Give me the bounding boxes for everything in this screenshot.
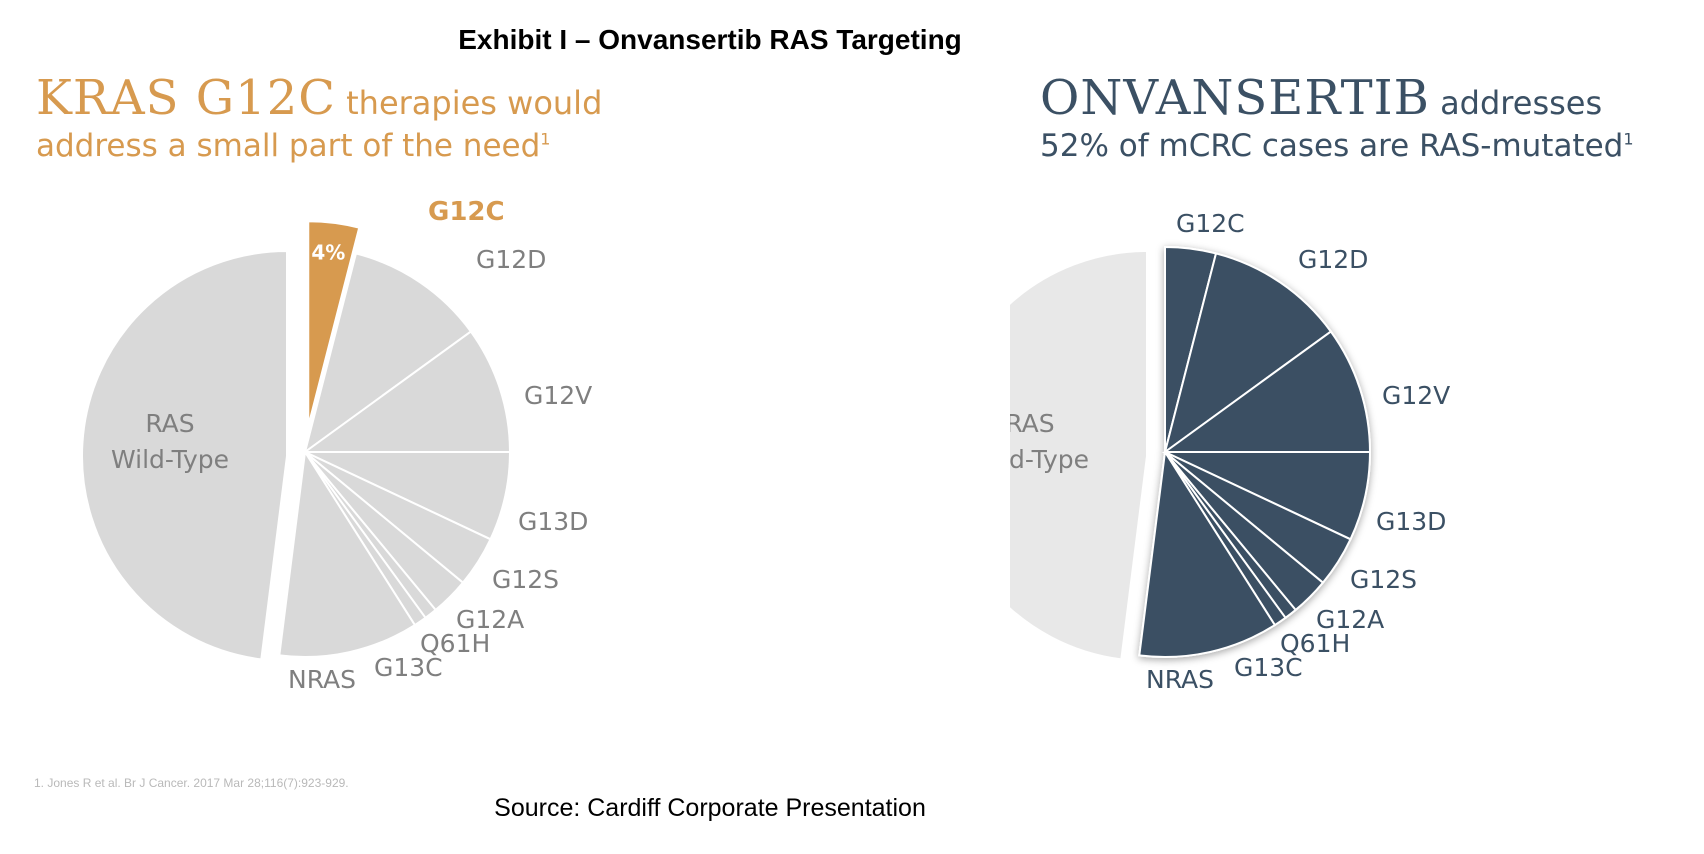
label-q61h: Q61H xyxy=(420,629,490,658)
left-headline: KRAS G12C therapies would address a smal… xyxy=(36,70,602,164)
label-g12s: G12S xyxy=(492,565,559,594)
label-nras: NRAS xyxy=(288,665,356,694)
label-q61h: Q61H xyxy=(1280,629,1350,658)
slice-g12v xyxy=(301,330,512,453)
wild-type-slice-group xyxy=(1010,249,1148,661)
slice-nras xyxy=(278,449,417,658)
mutant-slices-group xyxy=(1138,245,1372,658)
label-g13d: G13D xyxy=(518,507,588,536)
label-g12d: G12D xyxy=(1298,245,1368,274)
slice-ras-wild-type xyxy=(1010,249,1148,661)
slice-nras xyxy=(1138,449,1277,658)
exhibit-title: Exhibit I – Onvansertib RAS Targeting xyxy=(458,24,962,55)
label-g12a: G12A xyxy=(1316,605,1384,634)
label-g13c: G13C xyxy=(374,653,443,682)
wild-type-slice-group xyxy=(80,249,288,661)
slice-ras-wild-type xyxy=(80,249,288,661)
label-g12v: G12V xyxy=(1382,381,1450,410)
right-headline-big: ONVANSERTIB xyxy=(1040,70,1430,126)
source-note: Source: Cardiff Corporate Presentation xyxy=(494,794,926,822)
label-ras-wild-type-line1: RAS xyxy=(145,409,194,438)
left-headline-line2: address a small part of the need xyxy=(36,128,541,164)
label-ras-wild-type-line2: Wild-Type xyxy=(1010,445,1089,474)
left-headline-sup: 1 xyxy=(540,129,551,149)
label-g12c: G12C xyxy=(1176,209,1245,238)
label-g12s: G12S xyxy=(1350,565,1417,594)
label-g13d: G13D xyxy=(1376,507,1446,536)
mutant-slices-group xyxy=(278,252,512,658)
right-headline-small: addresses xyxy=(1429,84,1603,122)
label-ras-wild-type-line1: RAS xyxy=(1010,409,1055,438)
label-g12v: G12V xyxy=(524,381,592,410)
footnote: 1. Jones R et al. Br J Cancer. 2017 Mar … xyxy=(34,776,349,790)
right-headline: ONVANSERTIB addresses 52% of mCRC cases … xyxy=(1040,70,1634,164)
label-ras-wild-type-line2: Wild-Type xyxy=(111,445,229,474)
slice-g12d xyxy=(1163,252,1333,455)
left-headline-small: therapies would xyxy=(335,84,603,122)
left-headline-big: KRAS G12C xyxy=(36,70,336,126)
label-nras: NRAS xyxy=(1146,665,1214,694)
right-headline-sup: 1 xyxy=(1623,129,1634,149)
slice-g12v xyxy=(1161,330,1372,453)
slice-g12c xyxy=(307,220,361,427)
label-g12a: G12A xyxy=(456,605,524,634)
data-label-g12c: 4% xyxy=(311,240,345,264)
label-g13c: G13C xyxy=(1234,653,1303,682)
label-g12c: G12C xyxy=(428,197,505,227)
right-headline-line2: 52% of mCRC cases are RAS-mutated xyxy=(1040,128,1624,164)
label-g12d: G12D xyxy=(476,245,546,274)
slice-g12d xyxy=(303,252,473,455)
